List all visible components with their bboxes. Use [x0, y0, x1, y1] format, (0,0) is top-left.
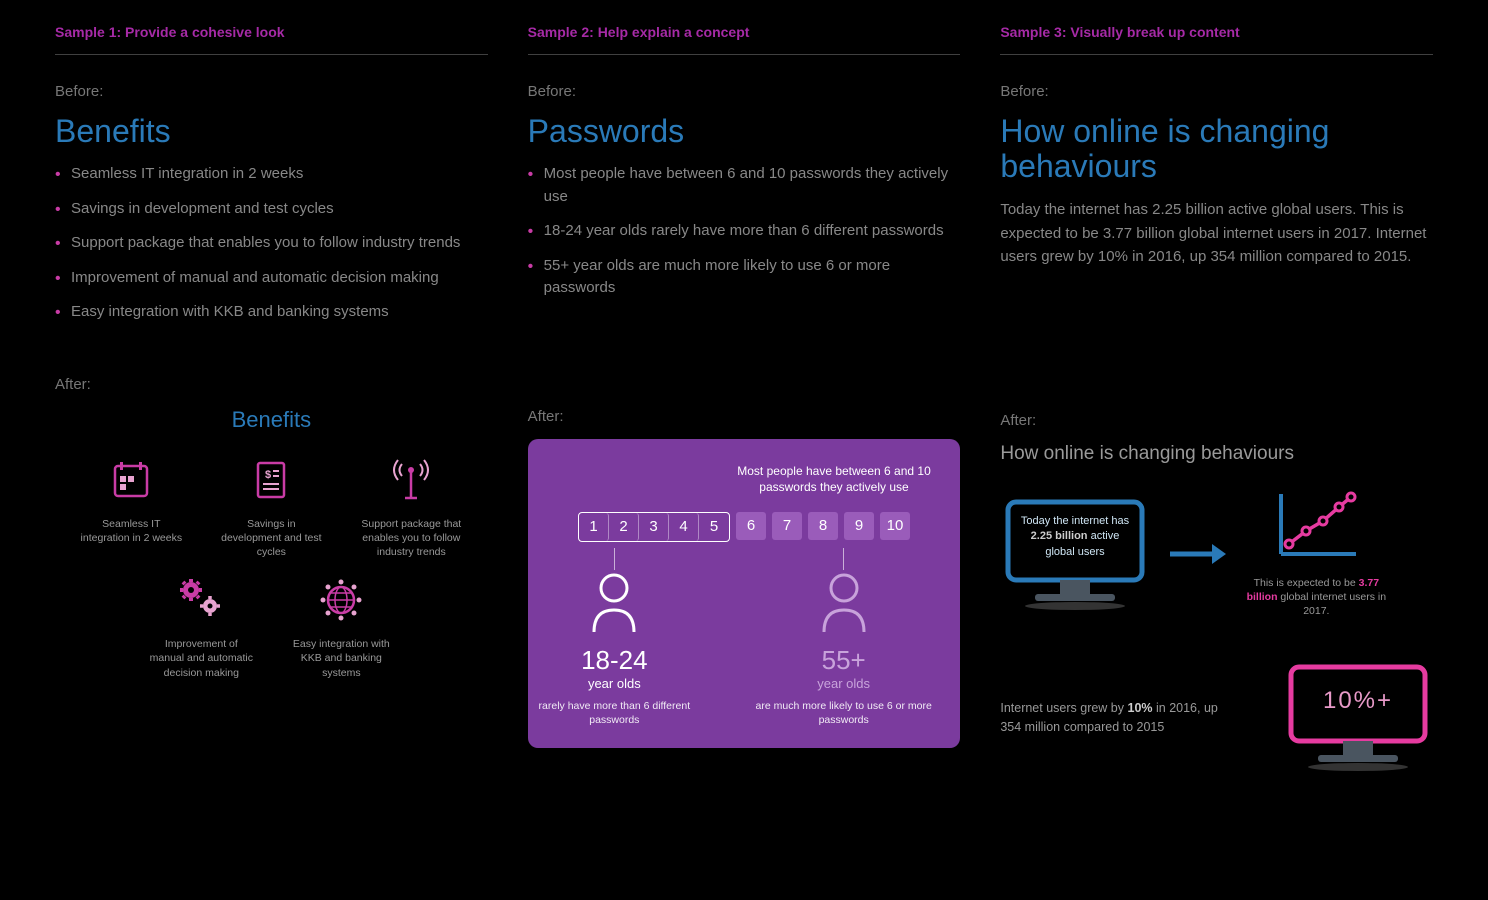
num-cell: 2 [609, 513, 639, 541]
benefits-infographic: Benefits Seamless IT integration in 2 we… [55, 407, 488, 680]
sample-1-column: Sample 1: Provide a cohesive look Before… [55, 24, 488, 777]
password-infographic-panel: Most people have between 6 and 10 passwo… [528, 439, 961, 748]
chart-block: This is expected to be 3.77 billion glob… [1246, 489, 1386, 619]
icon-label: Savings in development and test cycles [216, 517, 326, 560]
passwords-bullet-list: Most people have between 6 and 10 passwo… [528, 163, 961, 300]
person-young: 18-24 year olds rarely have more than 6 … [517, 548, 711, 727]
list-item: 55+ year olds are much more likely to us… [528, 255, 961, 300]
icon-card: $ Savings in development and test cycles [216, 453, 326, 560]
num-cell: 6 [736, 512, 766, 540]
list-item: Seamless IT integration in 2 weeks [55, 163, 488, 186]
arrow-right-icon [1168, 542, 1228, 566]
online-body-text: Today the internet has 2.25 billion acti… [1000, 198, 1433, 268]
person-icon [816, 570, 872, 634]
list-item: Support package that enables you to foll… [55, 232, 488, 255]
after-label: After: [1000, 412, 1433, 429]
age-sub: year olds [517, 676, 711, 691]
sample-3-title: Sample 3: Visually break up content [1000, 24, 1433, 40]
age-range: 55+ [747, 645, 941, 676]
sample-3-column: Sample 3: Visually break up content Befo… [1000, 24, 1433, 777]
three-column-layout: Sample 1: Provide a cohesive look Before… [55, 24, 1433, 777]
person-desc: are much more likely to use 6 or more pa… [747, 699, 941, 727]
sample-1-after: After: Benefits Seamless IT integration … [55, 376, 488, 680]
list-item: Easy integration with KKB and banking sy… [55, 301, 488, 324]
icon-label: Seamless IT integration in 2 weeks [76, 517, 186, 545]
gears-icon [146, 573, 256, 627]
num-cell: 7 [772, 512, 802, 540]
icon-card: Easy integration with KKB and banking sy… [286, 573, 396, 680]
antenna-icon [356, 453, 466, 507]
num-cell: 1 [579, 513, 609, 541]
globe-icon [286, 573, 396, 627]
before-label: Before: [55, 83, 488, 100]
after-label: After: [55, 376, 488, 393]
divider [528, 54, 961, 55]
sample-3-after: After: How online is changing behaviours… [1000, 412, 1433, 777]
connector-line [614, 548, 615, 570]
icon-label: Improvement of manual and automatic deci… [146, 637, 256, 680]
after-label: After: [528, 408, 961, 425]
growth-text: Internet users grew by 10% in 2016, up 3… [1000, 699, 1230, 737]
list-item: Savings in development and test cycles [55, 198, 488, 221]
icon-grid: Seamless IT integration in 2 weeks $ Sav… [55, 453, 488, 680]
icon-label: Support package that enables you to foll… [356, 517, 466, 560]
sample-2-title: Sample 2: Help explain a concept [528, 24, 961, 40]
online-row-2: Internet users grew by 10% in 2016, up 3… [1000, 659, 1433, 777]
line-chart-icon [1271, 489, 1361, 563]
invoice-icon: $ [216, 453, 326, 507]
age-sub: year olds [747, 676, 941, 691]
list-item: Most people have between 6 and 10 passwo… [528, 163, 961, 208]
sample-1-title: Sample 1: Provide a cohesive look [55, 24, 488, 40]
chart-caption: This is expected to be 3.77 billion glob… [1246, 576, 1386, 619]
benefits-bullet-list: Seamless IT integration in 2 weeks Savin… [55, 163, 488, 324]
svg-text:$: $ [265, 469, 271, 481]
connector-line [843, 548, 844, 570]
online-row-1: Today the internet has 2.25 billion acti… [1000, 489, 1433, 619]
passwords-heading: Passwords [528, 114, 961, 149]
icon-card: Seamless IT integration in 2 weeks [76, 453, 186, 560]
number-scale: 1 2 3 4 5 6 7 8 9 10 [550, 512, 939, 542]
benefits-heading: Benefits [55, 114, 488, 149]
icon-card: Support package that enables you to foll… [356, 453, 466, 560]
age-range: 18-24 [517, 645, 711, 676]
divider [55, 54, 488, 55]
icon-label: Easy integration with KKB and banking sy… [286, 637, 396, 680]
num-cell: 10 [880, 512, 910, 540]
list-item: Improvement of manual and automatic deci… [55, 267, 488, 290]
divider [1000, 54, 1433, 55]
monitor-pink-icon: 10%+ [1283, 659, 1433, 777]
num-cell: 8 [808, 512, 838, 540]
num-cell: 4 [669, 513, 699, 541]
person-desc: rarely have more than 6 different passwo… [517, 699, 711, 727]
icon-card: Improvement of manual and automatic deci… [146, 573, 256, 680]
num-cell: 9 [844, 512, 874, 540]
before-label: Before: [528, 83, 961, 100]
number-group-low: 1 2 3 4 5 [578, 512, 730, 542]
person-icon [586, 570, 642, 634]
online-after-title: How online is changing behaviours [1000, 443, 1433, 465]
panel-top-text: Most people have between 6 and 10 passwo… [730, 463, 939, 497]
num-cell: 3 [639, 513, 669, 541]
sample-2-after: After: Most people have between 6 and 10… [528, 408, 961, 748]
list-item: 18-24 year olds rarely have more than 6 … [528, 220, 961, 243]
benefits-after-title: Benefits [55, 407, 488, 433]
before-label: Before: [1000, 83, 1433, 100]
calendar-icon [76, 453, 186, 507]
online-heading: How online is changing behaviours [1000, 114, 1433, 184]
sample-2-column: Sample 2: Help explain a concept Before:… [528, 24, 961, 777]
num-cell: 5 [699, 513, 729, 541]
monitor-blue-icon: Today the internet has 2.25 billion acti… [1000, 494, 1150, 614]
people-comparison: 18-24 year olds rarely have more than 6 … [550, 548, 939, 727]
person-older: 55+ year olds are much more likely to us… [747, 548, 941, 727]
